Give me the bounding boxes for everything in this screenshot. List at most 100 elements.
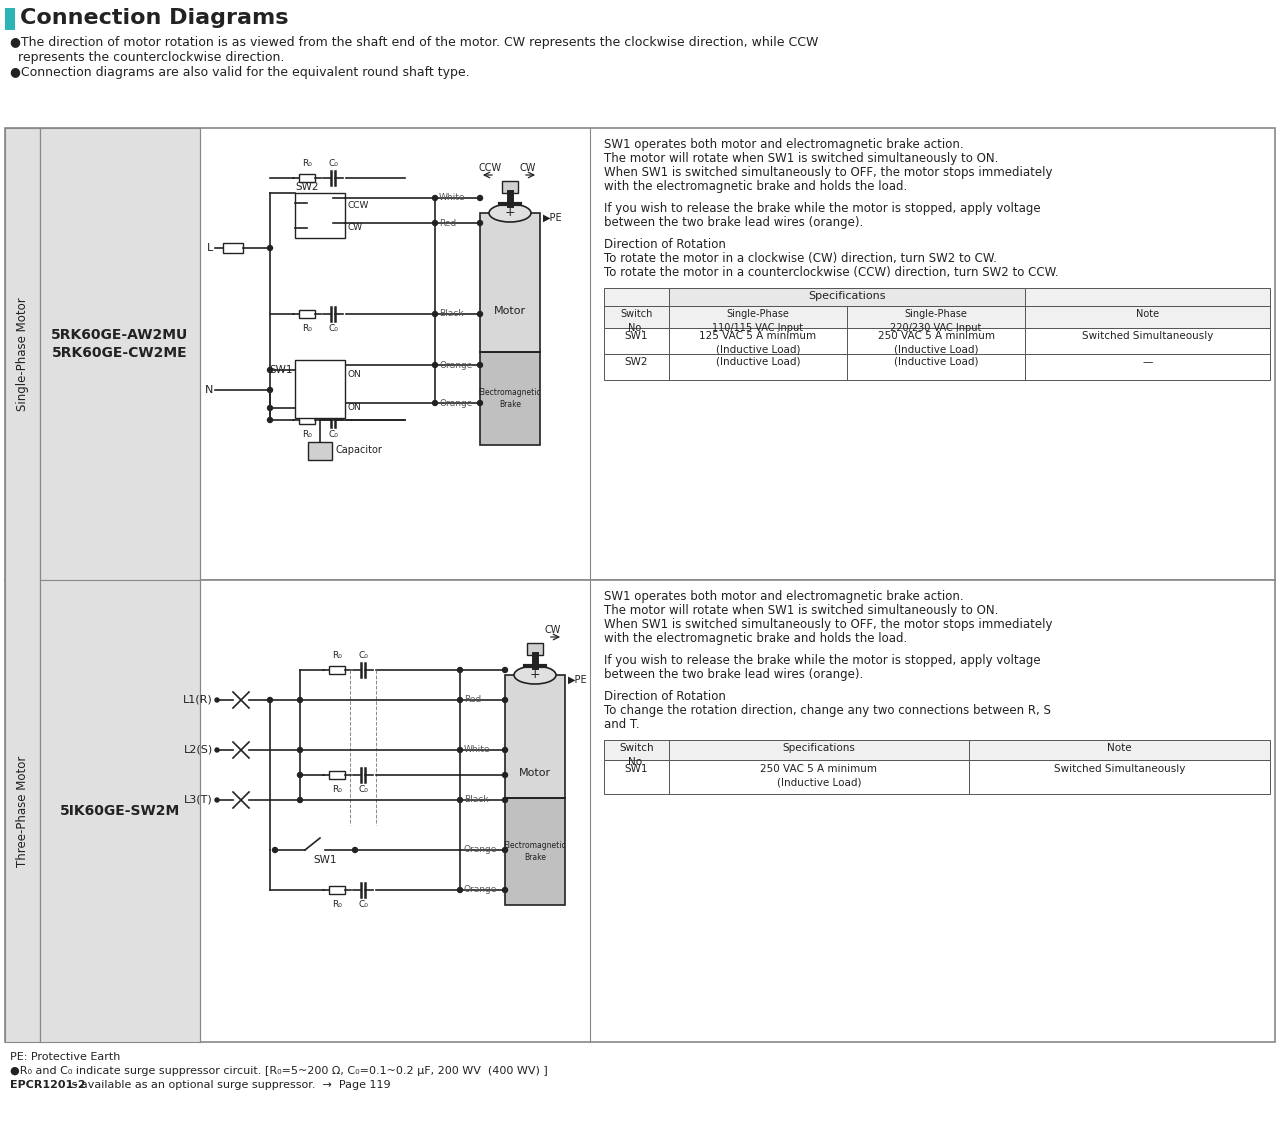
Bar: [604, 740, 1270, 760]
Text: CCW: CCW: [479, 163, 502, 173]
Circle shape: [433, 362, 438, 368]
Text: and T.: and T.: [604, 717, 640, 731]
Text: L3(T): L3(T): [184, 795, 212, 805]
Circle shape: [477, 195, 483, 201]
Text: SW2: SW2: [294, 182, 319, 192]
Text: SW1 operates both motor and electromagnetic brake action.: SW1 operates both motor and electromagne…: [604, 590, 964, 603]
Text: C₀: C₀: [328, 324, 338, 333]
Bar: [5, 128, 1275, 580]
Text: Direction of Rotation: Direction of Rotation: [604, 238, 726, 251]
Text: ●The direction of motor rotation is as viewed from the shaft end of the motor. C: ●The direction of motor rotation is as v…: [10, 36, 818, 49]
Bar: [506, 675, 564, 797]
Circle shape: [477, 221, 483, 225]
Text: 250 VAC 5 A minimum
(Inductive Load): 250 VAC 5 A minimum (Inductive Load): [878, 331, 995, 354]
Text: Switched Simultaneously: Switched Simultaneously: [1053, 765, 1185, 773]
Circle shape: [273, 847, 278, 852]
Text: R₀: R₀: [302, 159, 312, 168]
Text: To rotate the motor in a counterclockwise (CCW) direction, turn SW2 to CCW.: To rotate the motor in a counterclockwis…: [604, 266, 1059, 279]
Text: CW: CW: [347, 223, 362, 232]
Text: Orange: Orange: [439, 361, 472, 370]
Text: SW1 operates both motor and electromagnetic brake action.: SW1 operates both motor and electromagne…: [604, 138, 964, 151]
Text: 125 VAC 5 A minimum
(Inductive Load): 125 VAC 5 A minimum (Inductive Load): [699, 331, 817, 354]
Text: Single-Phase Motor: Single-Phase Motor: [15, 297, 29, 411]
Bar: [604, 306, 1270, 328]
Bar: [294, 360, 346, 418]
Text: N: N: [205, 385, 212, 395]
Circle shape: [268, 368, 273, 372]
Bar: [5, 8, 15, 30]
Text: 250 VAC 5 A minimum
(Inductive Load): 250 VAC 5 A minimum (Inductive Load): [760, 765, 878, 788]
Text: Connection Diagrams: Connection Diagrams: [20, 8, 288, 28]
Text: ●Connection diagrams are also valid for the equivalent round shaft type.: ●Connection diagrams are also valid for …: [10, 66, 470, 78]
Text: R₀: R₀: [332, 900, 342, 909]
Circle shape: [268, 388, 273, 392]
Text: Direction of Rotation: Direction of Rotation: [604, 691, 726, 703]
Text: Motor: Motor: [518, 768, 552, 778]
Text: C₀: C₀: [358, 900, 367, 909]
Text: If you wish to release the brake while the motor is stopped, apply voltage: If you wish to release the brake while t…: [604, 202, 1041, 215]
Text: To rotate the motor in a clockwise (CW) direction, turn SW2 to CW.: To rotate the motor in a clockwise (CW) …: [604, 252, 997, 265]
Bar: [480, 213, 540, 352]
Text: C₀: C₀: [328, 430, 338, 439]
Text: (Inductive Load): (Inductive Load): [716, 356, 800, 367]
Circle shape: [433, 195, 438, 201]
Bar: [604, 760, 1270, 794]
Bar: [604, 354, 1270, 380]
Circle shape: [433, 400, 438, 406]
Circle shape: [503, 888, 507, 892]
Text: R₀: R₀: [302, 430, 312, 439]
Text: Red: Red: [465, 695, 481, 704]
Bar: [669, 288, 1025, 306]
Circle shape: [457, 697, 462, 703]
Circle shape: [268, 697, 273, 703]
Text: Single-Phase
220/230 VAC Input: Single-Phase 220/230 VAC Input: [891, 309, 982, 333]
Circle shape: [215, 748, 219, 752]
Text: ▶PE: ▶PE: [568, 675, 588, 685]
Text: ●R₀ and C₀ indicate surge suppressor circuit. [R₀=5~200 Ω, C₀=0.1~0.2 μF, 200 WV: ●R₀ and C₀ indicate surge suppressor cir…: [10, 1066, 548, 1076]
Text: CW: CW: [545, 626, 561, 634]
Text: R₀: R₀: [332, 785, 342, 794]
Bar: [40, 580, 200, 1043]
Text: Electromagnetic
Brake: Electromagnetic Brake: [504, 841, 566, 862]
Circle shape: [477, 362, 483, 368]
Circle shape: [433, 312, 438, 316]
Text: ▶PE: ▶PE: [543, 213, 563, 223]
Circle shape: [503, 748, 507, 752]
Text: R₀: R₀: [332, 651, 342, 660]
Circle shape: [297, 772, 302, 778]
Circle shape: [457, 667, 462, 673]
Text: Motor: Motor: [494, 306, 526, 316]
Circle shape: [457, 888, 462, 892]
Text: ON: ON: [347, 404, 361, 413]
Bar: [300, 311, 315, 318]
Text: with the electromagnetic brake and holds the load.: with the electromagnetic brake and holds…: [604, 180, 908, 193]
Circle shape: [433, 221, 438, 225]
Text: SW1: SW1: [625, 331, 648, 341]
Text: represents the counterclockwise direction.: represents the counterclockwise directio…: [10, 50, 284, 64]
Text: CCW: CCW: [347, 201, 369, 210]
Text: PE: Protective Earth: PE: Protective Earth: [10, 1051, 120, 1062]
Bar: [300, 416, 315, 424]
Circle shape: [457, 797, 462, 803]
Bar: [604, 328, 1270, 354]
Circle shape: [297, 797, 302, 803]
Text: Black: Black: [465, 796, 489, 805]
Text: Specifications: Specifications: [782, 743, 855, 753]
Text: 5RK60GE-AW2MU
5RK60GE-CW2ME: 5RK60GE-AW2MU 5RK60GE-CW2ME: [51, 327, 188, 361]
Circle shape: [477, 312, 483, 316]
Text: C₀: C₀: [358, 651, 367, 660]
Text: To change the rotation direction, change any two connections between R, S: To change the rotation direction, change…: [604, 704, 1051, 717]
Circle shape: [503, 667, 507, 673]
Text: 5IK60GE-SW2M: 5IK60GE-SW2M: [60, 804, 180, 818]
Text: with the electromagnetic brake and holds the load.: with the electromagnetic brake and holds…: [604, 632, 908, 645]
Text: L1(R): L1(R): [183, 695, 212, 705]
Text: The motor will rotate when SW1 is switched simultaneously to ON.: The motor will rotate when SW1 is switch…: [604, 604, 998, 617]
Text: +: +: [504, 206, 516, 220]
Ellipse shape: [515, 666, 556, 684]
Text: Orange: Orange: [465, 886, 498, 895]
Bar: [5, 128, 40, 1043]
Circle shape: [503, 772, 507, 778]
Text: Specifications: Specifications: [808, 291, 886, 302]
Text: SW2: SW2: [625, 356, 648, 367]
Text: Orange: Orange: [439, 398, 472, 408]
